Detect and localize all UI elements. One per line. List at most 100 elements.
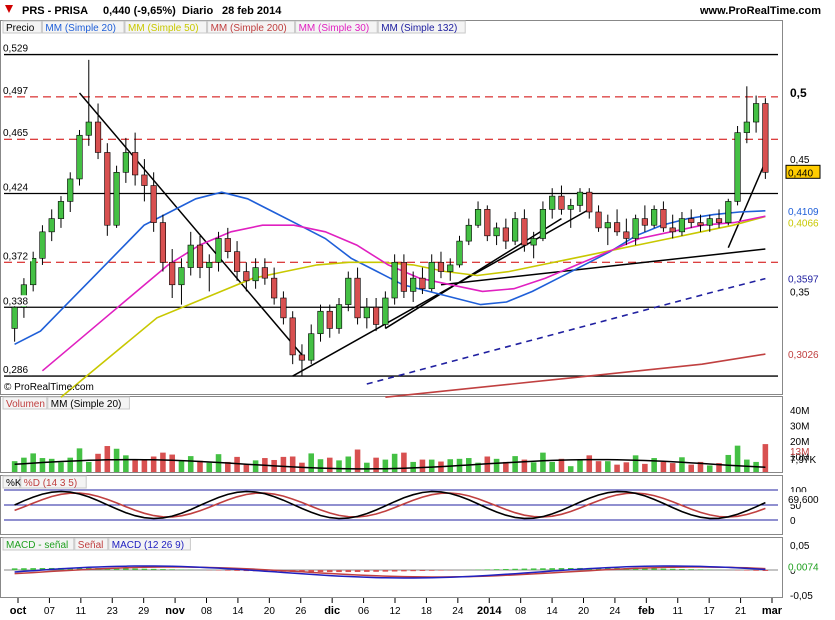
volume-bar <box>197 460 203 472</box>
down-arrow-icon <box>5 5 13 13</box>
legend-box <box>2 396 48 410</box>
macd-histogram-bar <box>373 570 379 572</box>
macd-histogram-bar <box>30 568 36 570</box>
volume-bar <box>58 462 64 472</box>
candle-body <box>669 227 676 233</box>
value-badge-bg <box>786 215 826 228</box>
legend-box <box>108 537 191 551</box>
macd-ticks: 0,05 0 -0,05 0,0074 <box>786 541 826 602</box>
candle-body <box>697 222 704 226</box>
x-tick-label: 11 <box>673 606 684 617</box>
volume-bar <box>679 457 685 472</box>
legend-item: MACD - señal <box>6 540 68 551</box>
volume-bar <box>762 444 769 472</box>
volume-bars <box>11 444 769 472</box>
candle-body <box>456 240 463 266</box>
x-tick-label: 07 <box>44 606 56 617</box>
right-tick-label: 0,45 <box>790 155 810 166</box>
macd-histogram-bar <box>688 569 694 570</box>
volume-bar <box>503 461 509 472</box>
macd-histogram-bar <box>76 567 83 570</box>
stoch-tick-label: 100 <box>790 486 807 497</box>
x-tick-label: 24 <box>609 606 621 617</box>
candle-body <box>651 209 658 226</box>
candle-body <box>57 201 65 219</box>
macd-histogram-bar <box>39 568 46 570</box>
volume-bar <box>234 456 240 472</box>
x-tick-label: 14 <box>547 606 559 617</box>
candle-body <box>206 261 213 268</box>
volume-tick-label: 40M <box>790 406 809 417</box>
candle-body <box>122 152 129 173</box>
legend-item: %K <box>6 478 22 489</box>
volume-bar <box>558 458 565 472</box>
candle-body <box>502 227 509 242</box>
candle-body <box>586 191 593 213</box>
volume-bar <box>493 458 500 472</box>
last-price-badge <box>785 164 821 179</box>
candle-body <box>521 218 528 246</box>
volume-bar <box>354 449 361 472</box>
macd-histogram-bar <box>567 568 574 570</box>
trendline <box>384 217 562 330</box>
candle-body <box>215 238 222 263</box>
candle-body <box>224 238 231 252</box>
trendline <box>440 248 766 286</box>
candle-body <box>261 267 268 279</box>
candle-body <box>530 238 537 246</box>
x-tick-label: mar <box>762 605 783 617</box>
legend-item: Volumen <box>6 399 45 410</box>
macd-line <box>14 565 766 579</box>
stoch-ticks: 100 50 0 69,600 <box>786 486 824 527</box>
volume-bar <box>150 456 157 472</box>
volume-bar <box>734 445 741 472</box>
macd-histogram-bar <box>382 570 389 572</box>
volume-bar <box>141 459 148 472</box>
candle-body <box>725 201 732 223</box>
candle-body <box>252 267 259 282</box>
legend-box <box>2 20 42 34</box>
macd-badge: 0,0074 <box>788 562 819 573</box>
candle-body <box>604 222 611 229</box>
volume-bar <box>187 456 194 472</box>
macd-histogram-bar <box>141 568 148 570</box>
macd-histogram-bar <box>308 570 314 573</box>
legend-box <box>2 475 21 489</box>
macd-histogram-bar <box>428 570 435 571</box>
left-tick-label: 0,529 <box>3 44 28 55</box>
candle-body <box>132 152 139 176</box>
macd-histogram-bar <box>651 568 657 570</box>
volume-bar <box>530 462 537 472</box>
volume-bar <box>252 460 259 472</box>
macd-histogram-bar <box>558 568 565 570</box>
candle-body <box>196 244 204 268</box>
macd-panel-frame <box>0 537 783 598</box>
volume-bar <box>382 459 389 472</box>
x-tick-label: feb <box>638 605 655 617</box>
macd-histogram-bar <box>595 567 602 570</box>
macd-histogram-bar <box>679 568 685 570</box>
candle-body <box>187 244 194 268</box>
stoch-legend: %K %D (14 3 5) <box>2 475 87 489</box>
macd-legend: MACD - señal Señal MACD (12 26 9) <box>2 537 191 551</box>
value-badge-bg <box>786 203 826 216</box>
macd-histogram-bar <box>401 570 407 572</box>
right-tick-label: 0,5 <box>790 86 807 100</box>
candle-body <box>94 121 102 153</box>
x-tick-label: 20 <box>578 606 590 617</box>
left-tick-bg <box>2 84 32 96</box>
macd-histogram-bar <box>540 568 546 570</box>
macd-histogram-bar <box>419 570 426 571</box>
candle-body <box>400 261 407 292</box>
candle-body <box>317 310 324 335</box>
value-badge: 0,4109 <box>788 207 819 218</box>
x-tick-label: 17 <box>704 606 716 617</box>
volume-bar <box>651 458 657 472</box>
candle-body <box>623 231 630 239</box>
macd-signal-line <box>14 566 766 578</box>
candle-body <box>595 211 602 229</box>
legend-item: MM (Simple 30) <box>299 23 370 34</box>
candle-body <box>48 218 55 233</box>
volume-bar <box>706 465 713 472</box>
price-left-ticks: 0,529 0,497 0,465 0,424 0,372 0,338 0,286 <box>2 42 32 376</box>
